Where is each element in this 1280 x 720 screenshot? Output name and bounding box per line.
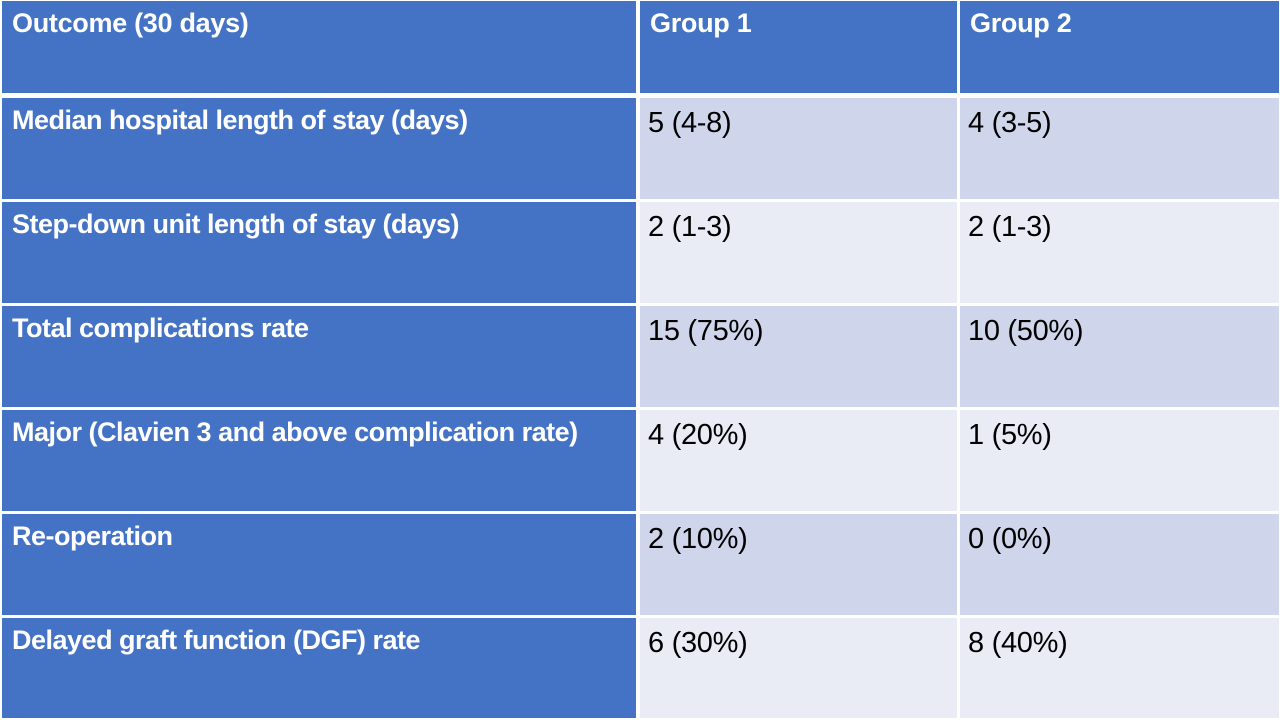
group2-value-cell: 10 (50%) — [960, 306, 1280, 411]
group1-value-cell: 5 (4-8) — [640, 98, 960, 203]
row-label-cell: Re-operation — [0, 514, 640, 619]
group1-value-cell: 15 (75%) — [640, 306, 960, 411]
table-row: Step-down unit length of stay (days) 2 (… — [0, 202, 1280, 307]
row-label-cell: Major (Clavien 3 and above complication … — [0, 410, 640, 515]
group1-value-cell: 2 (1-3) — [640, 202, 960, 307]
table-row: Delayed graft function (DGF) rate 6 (30%… — [0, 618, 1280, 720]
header-cell-group2: Group 2 — [960, 0, 1280, 98]
group1-value-cell: 2 (10%) — [640, 514, 960, 619]
group2-value-cell: 0 (0%) — [960, 514, 1280, 619]
table-row: Median hospital length of stay (days) 5 … — [0, 98, 1280, 203]
header-row: Outcome (30 days) Group 1 Group 2 — [0, 0, 1280, 98]
row-label-cell: Median hospital length of stay (days) — [0, 98, 640, 203]
group1-value-cell: 4 (20%) — [640, 410, 960, 515]
row-label-cell: Step-down unit length of stay (days) — [0, 202, 640, 307]
group2-value-cell: 2 (1-3) — [960, 202, 1280, 307]
group1-value-cell: 6 (30%) — [640, 618, 960, 720]
table-row: Major (Clavien 3 and above complication … — [0, 410, 1280, 515]
table-row: Total complications rate 15 (75%) 10 (50… — [0, 306, 1280, 411]
header-cell-group1: Group 1 — [640, 0, 960, 98]
group2-value-cell: 4 (3-5) — [960, 98, 1280, 203]
header-cell-outcome: Outcome (30 days) — [0, 0, 640, 98]
row-label-cell: Total complications rate — [0, 306, 640, 411]
row-label-cell: Delayed graft function (DGF) rate — [0, 618, 640, 720]
table-row: Re-operation 2 (10%) 0 (0%) — [0, 514, 1280, 619]
group2-value-cell: 1 (5%) — [960, 410, 1280, 515]
group2-value-cell: 8 (40%) — [960, 618, 1280, 720]
